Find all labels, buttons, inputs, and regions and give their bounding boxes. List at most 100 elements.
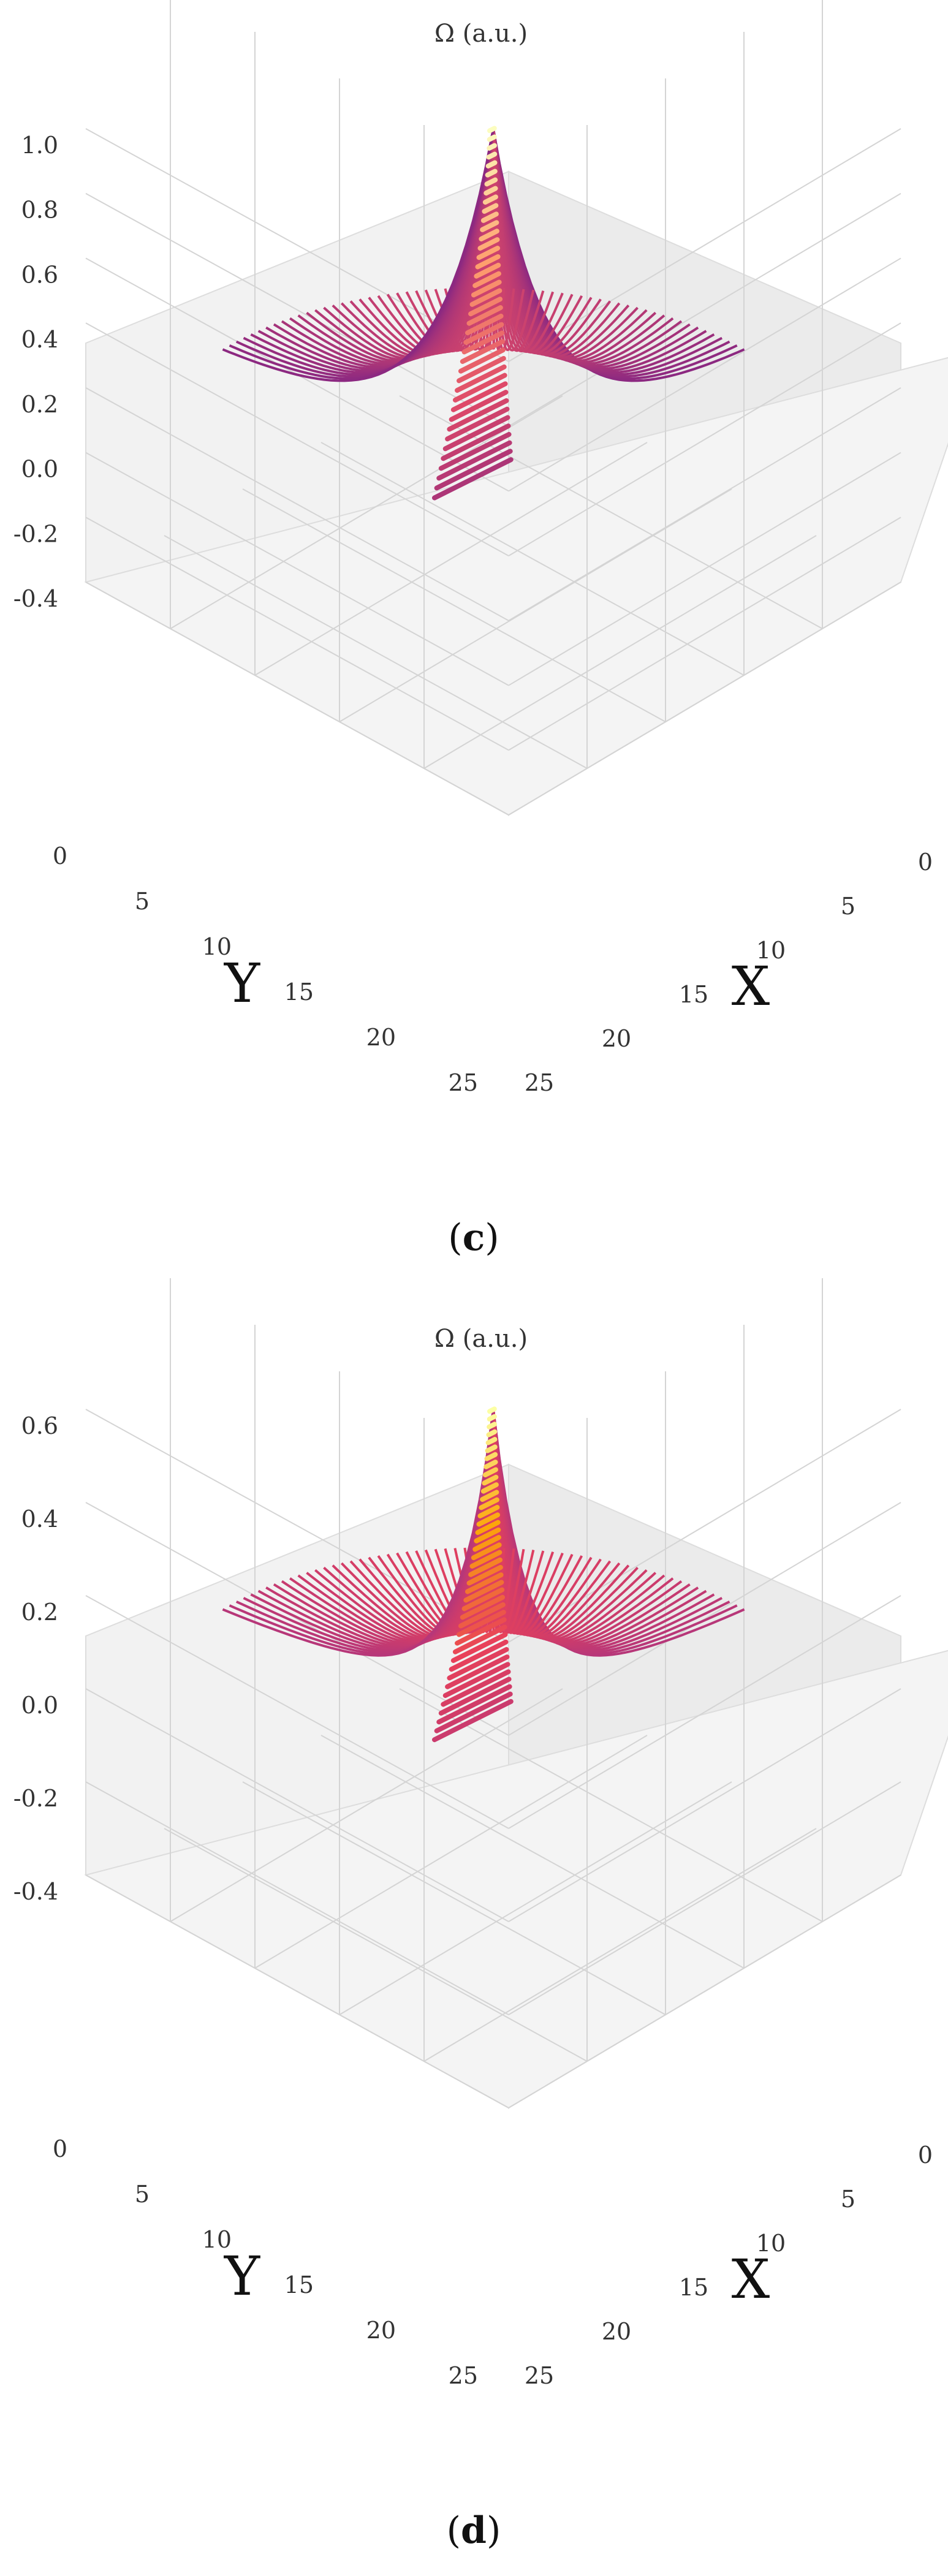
surface-curve bbox=[492, 1409, 612, 1638]
peak-band bbox=[482, 194, 498, 205]
peak-band bbox=[480, 1482, 499, 1494]
panel-label: (c) bbox=[448, 1216, 499, 1259]
peak-band bbox=[442, 1662, 510, 1699]
y-axis-label: Y bbox=[224, 2245, 260, 2308]
peak-band bbox=[487, 1406, 497, 1414]
peak-band bbox=[449, 1639, 509, 1672]
surface-curve bbox=[492, 128, 555, 353]
x-tick-label: 0 bbox=[918, 2142, 933, 2169]
peak-band bbox=[479, 229, 499, 241]
peak-band bbox=[484, 1452, 498, 1461]
x-tick-label: 20 bbox=[602, 2318, 631, 2345]
surface-curve bbox=[222, 1409, 495, 1657]
peak-band bbox=[474, 1527, 501, 1544]
surface-curve bbox=[492, 1409, 630, 1640]
peak-band bbox=[461, 1587, 505, 1612]
surface-curve bbox=[492, 1409, 593, 1637]
peak-band bbox=[450, 381, 508, 412]
peak-band bbox=[487, 1414, 497, 1422]
grid bbox=[85, 1278, 901, 2108]
peak-band bbox=[472, 1535, 501, 1552]
peak-band bbox=[466, 1564, 503, 1586]
y-tick-label: 0 bbox=[53, 2135, 67, 2162]
x-tick-label: 0 bbox=[918, 849, 933, 876]
x-tick-label: 20 bbox=[602, 1025, 631, 1052]
surface-curve bbox=[492, 1409, 648, 1642]
z-tick-label: -0.4 bbox=[13, 1878, 58, 1905]
peak-band bbox=[485, 1437, 498, 1445]
surface-curve bbox=[492, 128, 583, 355]
z-tick-label: 0.8 bbox=[21, 197, 58, 224]
x-tick-label: 5 bbox=[841, 2186, 855, 2213]
peak-band bbox=[466, 305, 503, 326]
surface-curve bbox=[492, 128, 602, 356]
peak-band bbox=[461, 330, 505, 355]
y-tick-label: 20 bbox=[366, 2317, 396, 2344]
y-tick-label: 0 bbox=[53, 843, 67, 869]
surface-curve bbox=[492, 128, 674, 366]
peak-band bbox=[468, 297, 503, 317]
peak-band bbox=[441, 423, 511, 461]
peak-band bbox=[471, 1542, 502, 1561]
peak-band bbox=[475, 254, 501, 270]
z-tick-label: 0.4 bbox=[21, 1506, 58, 1532]
x-tick-label: 25 bbox=[525, 2362, 554, 2389]
peak-band bbox=[480, 1490, 499, 1502]
x-tick-label: 10 bbox=[756, 937, 786, 964]
peak-band bbox=[445, 406, 510, 442]
peak-band bbox=[484, 177, 498, 187]
peak-band bbox=[438, 1676, 512, 1716]
peak-band bbox=[472, 271, 501, 289]
peak-band bbox=[436, 440, 512, 481]
peak-band bbox=[460, 339, 506, 364]
z-tick-label: -0.2 bbox=[13, 1785, 58, 1812]
z-tick-label: 0.2 bbox=[21, 1599, 58, 1626]
surface-curve bbox=[492, 128, 657, 363]
peak-band bbox=[457, 355, 506, 384]
surface-curve bbox=[492, 128, 545, 352]
x-tick-label: 5 bbox=[841, 893, 855, 920]
x-tick-label: 25 bbox=[525, 1069, 554, 1096]
y-tick-label: 5 bbox=[135, 2181, 150, 2208]
z-axis: 1.0 0.8 0.6 0.4 0.2 0.0 -0.2 -0.4 bbox=[13, 132, 58, 612]
y-tick-label: 10 bbox=[202, 933, 232, 960]
peak-band bbox=[486, 1429, 498, 1438]
z-axis-title: Ω (a.u.) bbox=[434, 20, 528, 48]
surface-curve bbox=[492, 128, 639, 360]
x-axis-label: X bbox=[732, 2248, 770, 2311]
y-axis: 0 5 10 15 20 25 Y bbox=[53, 2135, 478, 2389]
peak-band bbox=[455, 1617, 507, 1646]
peak-band bbox=[445, 1654, 510, 1689]
peak-band bbox=[436, 1684, 512, 1725]
peak-band bbox=[477, 1504, 500, 1518]
y-tick-label: 20 bbox=[366, 1024, 396, 1051]
z-tick-label: 0.4 bbox=[21, 326, 58, 353]
z-tick-label: -0.4 bbox=[13, 585, 58, 612]
peak-band bbox=[438, 431, 512, 471]
z-tick-label: -0.2 bbox=[13, 520, 58, 547]
z-tick-label: 0.2 bbox=[21, 391, 58, 418]
peak-band bbox=[434, 1691, 513, 1733]
peak-band bbox=[447, 398, 509, 432]
peak-band bbox=[442, 415, 510, 452]
peak-band bbox=[463, 1580, 504, 1603]
surface-curve bbox=[222, 128, 495, 382]
peak-band bbox=[432, 457, 514, 501]
peak-band bbox=[457, 1610, 506, 1637]
peak-band bbox=[482, 1467, 498, 1477]
peak-band bbox=[487, 1422, 498, 1430]
peak-band bbox=[434, 449, 513, 491]
peak-band bbox=[476, 1512, 501, 1527]
z-tick-label: 0.0 bbox=[21, 456, 58, 483]
x-axis: 0 5 10 15 20 25 X bbox=[525, 849, 933, 1096]
peak-band bbox=[465, 1572, 504, 1594]
y-axis: 0 5 10 15 20 25 Y bbox=[53, 843, 478, 1096]
z-tick-label: 0.0 bbox=[21, 1692, 58, 1719]
peak-band bbox=[474, 262, 501, 279]
peak-band bbox=[452, 1624, 507, 1654]
y-tick-label: 15 bbox=[284, 2271, 314, 2298]
peak-band bbox=[487, 134, 497, 142]
peak-band bbox=[469, 1550, 502, 1569]
surface-curve bbox=[492, 128, 630, 359]
